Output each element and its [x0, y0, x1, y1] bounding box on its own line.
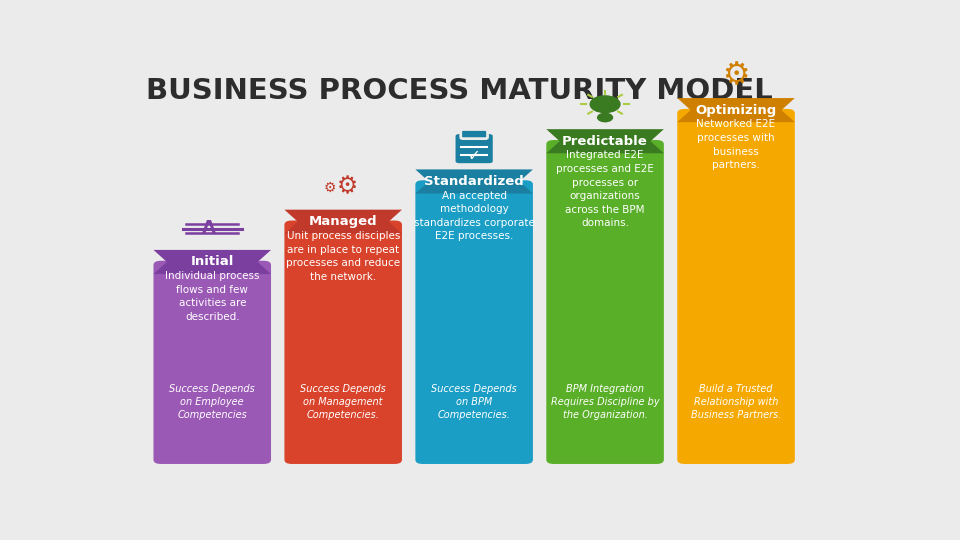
Polygon shape	[284, 210, 402, 234]
Polygon shape	[416, 170, 533, 193]
Text: Success Depends
on Employee
Competencies: Success Depends on Employee Competencies	[169, 384, 255, 420]
Polygon shape	[154, 250, 271, 274]
FancyBboxPatch shape	[416, 180, 533, 464]
FancyBboxPatch shape	[456, 134, 492, 163]
Text: Networked E2E
processes with
business
partners.: Networked E2E processes with business pa…	[696, 119, 776, 170]
Text: Predictable: Predictable	[563, 134, 648, 148]
Text: Unit process disciples
are in place to repeat
processes and reduce
the network.: Unit process disciples are in place to r…	[286, 231, 400, 282]
Text: Individual process
flows and few
activities are
described.: Individual process flows and few activit…	[165, 271, 259, 322]
Text: A: A	[202, 219, 215, 237]
FancyBboxPatch shape	[546, 140, 664, 464]
Circle shape	[590, 96, 620, 112]
Text: Optimizing: Optimizing	[695, 104, 777, 117]
FancyBboxPatch shape	[284, 220, 402, 464]
Polygon shape	[546, 129, 664, 153]
Text: BUSINESS PROCESS MATURITY MODEL: BUSINESS PROCESS MATURITY MODEL	[146, 77, 773, 105]
Text: Success Depends
on BPM
Competencies.: Success Depends on BPM Competencies.	[431, 384, 517, 420]
Circle shape	[598, 113, 612, 122]
Text: Initial: Initial	[191, 255, 234, 268]
FancyBboxPatch shape	[461, 130, 488, 139]
Text: Success Depends
on Management
Competencies.: Success Depends on Management Competenci…	[300, 384, 386, 420]
Text: ⚙: ⚙	[324, 180, 336, 194]
Text: ⚙: ⚙	[722, 60, 750, 90]
Text: Integrated E2E
processes and E2E
processes or
organizations
across the BPM
domai: Integrated E2E processes and E2E process…	[556, 151, 654, 228]
Text: ✓: ✓	[468, 148, 481, 164]
Text: Standardized: Standardized	[424, 175, 524, 188]
Text: ⚙: ⚙	[336, 174, 357, 198]
Polygon shape	[677, 98, 795, 122]
FancyBboxPatch shape	[677, 109, 795, 464]
Text: An accepted
methodology
standardizes corporate
E2E processes.: An accepted methodology standardizes cor…	[414, 191, 535, 241]
FancyBboxPatch shape	[154, 261, 271, 464]
Text: BPM Integration
Requires Discipline by
the Organization.: BPM Integration Requires Discipline by t…	[551, 384, 660, 420]
Text: Managed: Managed	[309, 215, 377, 228]
Text: Build a Trusted
Relationship with
Business Partners.: Build a Trusted Relationship with Busine…	[691, 384, 781, 420]
